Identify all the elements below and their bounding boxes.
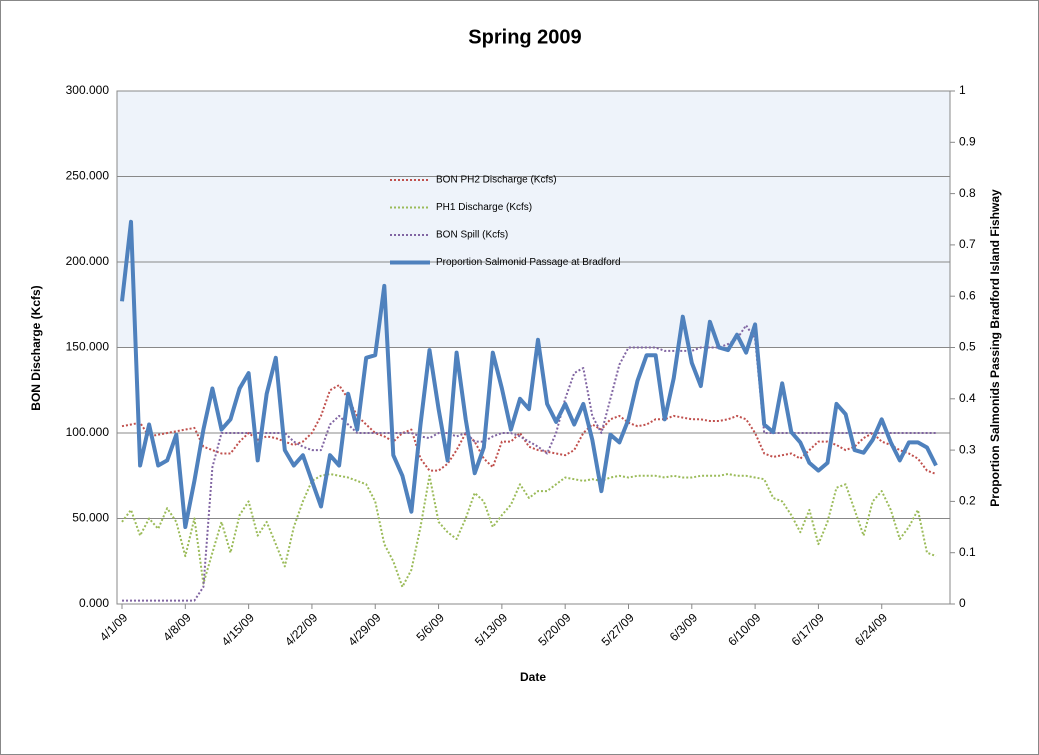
y2-tick-label: 0.3: [959, 442, 976, 456]
y2-axis-label: Proportion Salmonids Passing Bradford Is…: [988, 189, 1002, 507]
y2-tick-label: 0: [959, 596, 966, 610]
plot-shade: [117, 91, 950, 348]
y-axis-label: BON Discharge (Kcfs): [29, 285, 43, 410]
y-tick-label: 250.000: [66, 169, 110, 183]
y2-tick-label: 1: [959, 83, 966, 97]
y2-tick-label: 0.1: [959, 545, 976, 559]
y-tick-label: 150.000: [66, 340, 110, 354]
y2-tick-label: 0.9: [959, 134, 976, 148]
legend-label: BON PH2 Discharge (Kcfs): [436, 175, 557, 186]
legend-label: Proportion Salmonid Passage at Bradford: [436, 257, 621, 268]
y2-tick-label: 0.6: [959, 288, 976, 302]
y2-tick-label: 0.2: [959, 494, 976, 508]
y-tick-label: 200.000: [66, 254, 110, 268]
legend-label: PH1 Discharge (Kcfs): [436, 202, 532, 213]
y2-tick-label: 0.8: [959, 186, 976, 200]
y2-tick-label: 0.7: [959, 237, 976, 251]
series-line: [121, 473, 937, 588]
y-tick-label: 300.000: [66, 83, 110, 97]
series-line: [120, 219, 938, 529]
y2-tick-label: 0.4: [959, 391, 976, 405]
y-tick-label: 50.000: [72, 511, 109, 525]
y-tick-label: 0.000: [79, 596, 109, 610]
y-tick-label: 100.000: [66, 425, 110, 439]
series-line: [122, 324, 936, 602]
x-axis-label: Date: [520, 670, 546, 684]
series-line: [121, 384, 937, 475]
chart-title: Spring 2009: [468, 26, 581, 48]
y2-tick-label: 0.5: [959, 340, 976, 354]
legend-label: BON Spill (Kcfs): [436, 230, 508, 241]
